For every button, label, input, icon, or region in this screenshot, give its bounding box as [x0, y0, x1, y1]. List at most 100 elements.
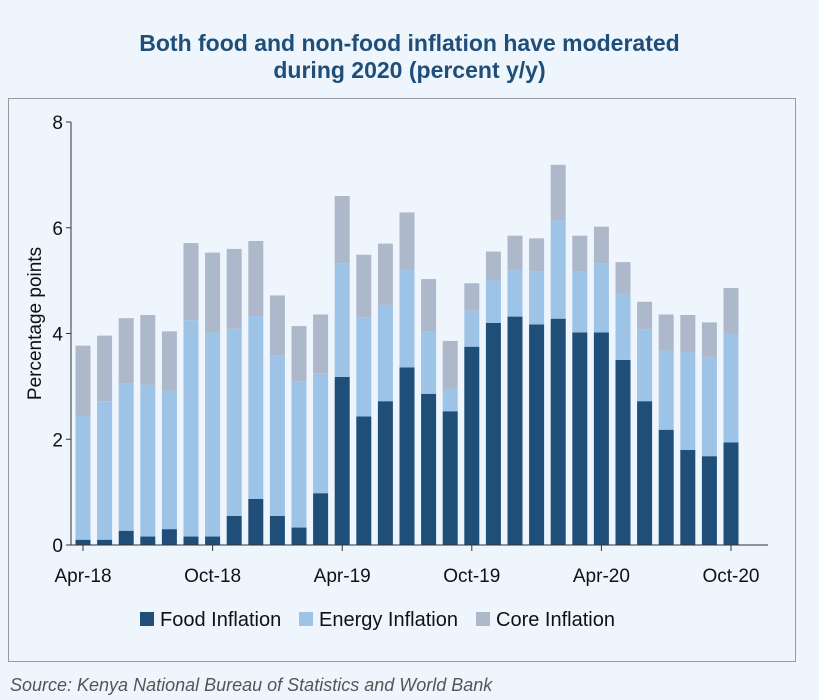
bar-energy-May-20 — [615, 293, 631, 360]
bar-energy-May-19 — [356, 317, 372, 417]
bar-energy-Aug-18 — [161, 390, 177, 530]
bar-core-Aug-20 — [680, 314, 696, 353]
bar-food-Jul-19 — [399, 367, 415, 545]
bar-food-Oct-18 — [205, 536, 221, 545]
chart-title: Both food and non-food inflation have mo… — [0, 30, 819, 84]
bar-food-Mar-19 — [313, 493, 329, 545]
y-tick-label: 0 — [52, 536, 63, 557]
bar-energy-Apr-20 — [593, 263, 609, 333]
bar-food-May-18 — [97, 539, 113, 545]
bar-core-Dec-18 — [248, 240, 264, 317]
bar-food-Oct-19 — [464, 346, 480, 545]
bar-food-Jul-20 — [658, 429, 674, 545]
bar-energy-Jun-19 — [377, 304, 393, 402]
legend-swatch-core — [476, 612, 490, 626]
bar-energy-Sep-18 — [183, 320, 199, 537]
bar-food-Aug-18 — [161, 529, 177, 545]
bar-core-May-20 — [615, 262, 631, 294]
bar-food-May-20 — [615, 359, 631, 545]
bar-food-Apr-20 — [593, 332, 609, 545]
bar-food-Jul-18 — [140, 536, 156, 545]
bar-energy-Mar-20 — [572, 271, 588, 333]
bar-food-Aug-19 — [421, 393, 437, 545]
bar-energy-Nov-18 — [226, 328, 242, 516]
bar-energy-Sep-20 — [701, 356, 717, 457]
bar-energy-Dec-18 — [248, 316, 264, 499]
y-tick-label: 6 — [52, 219, 63, 240]
bar-core-Mar-19 — [313, 314, 329, 374]
bar-core-Jan-20 — [529, 238, 545, 272]
legend-swatch-food — [140, 612, 154, 626]
bar-energy-Jul-18 — [140, 384, 156, 537]
bar-food-Apr-19 — [334, 376, 350, 545]
x-tick-label: Oct-18 — [184, 566, 241, 587]
bar-core-Dec-19 — [507, 235, 523, 271]
bar-food-Dec-19 — [507, 316, 523, 545]
bar-core-Mar-20 — [572, 235, 588, 272]
bar-energy-Jul-19 — [399, 269, 415, 368]
bar-energy-Jun-20 — [637, 329, 653, 402]
bar-energy-Jan-19 — [269, 355, 285, 516]
bar-food-Dec-18 — [248, 498, 264, 545]
legend-label-core: Core Inflation — [496, 609, 615, 631]
bar-core-Jun-18 — [118, 318, 134, 384]
bar-food-Feb-19 — [291, 527, 307, 545]
bar-food-Aug-20 — [680, 449, 696, 545]
bar-core-Feb-19 — [291, 326, 307, 382]
bar-food-Feb-20 — [550, 318, 566, 545]
bar-core-Aug-19 — [421, 279, 437, 332]
bar-core-Sep-20 — [701, 322, 717, 357]
bar-food-May-19 — [356, 416, 372, 545]
bar-food-Jun-19 — [377, 401, 393, 545]
bar-energy-May-18 — [97, 401, 113, 540]
bar-core-Oct-20 — [723, 288, 739, 334]
bar-energy-Aug-20 — [680, 352, 696, 450]
bar-food-Sep-20 — [701, 456, 717, 545]
bar-core-Nov-19 — [485, 251, 501, 281]
bar-food-Sep-18 — [183, 536, 199, 545]
bar-core-Oct-18 — [205, 252, 221, 333]
bar-food-Jan-19 — [269, 515, 285, 545]
bar-core-May-19 — [356, 254, 372, 318]
bar-energy-Oct-19 — [464, 310, 480, 347]
bar-energy-Feb-20 — [550, 220, 566, 319]
bar-core-Sep-18 — [183, 243, 199, 321]
bar-energy-Apr-18 — [75, 415, 91, 540]
bar-core-Oct-19 — [464, 283, 480, 311]
bar-food-Jan-20 — [529, 324, 545, 545]
bar-energy-Oct-18 — [205, 332, 221, 537]
bar-core-Nov-18 — [226, 248, 242, 329]
x-tick-label: Oct-20 — [702, 566, 759, 587]
bar-food-Oct-20 — [723, 442, 739, 545]
legend-label-food: Food Inflation — [160, 609, 281, 631]
bar-core-Apr-20 — [593, 226, 609, 264]
x-tick-label: Oct-19 — [443, 566, 500, 587]
bar-core-Jul-19 — [399, 212, 415, 270]
bar-food-Apr-18 — [75, 539, 91, 545]
bar-energy-Sep-19 — [442, 388, 458, 412]
bar-core-Jun-19 — [377, 243, 393, 305]
y-tick-label: 4 — [52, 325, 63, 346]
x-tick-label: Apr-19 — [314, 566, 371, 587]
bar-core-Jul-18 — [140, 314, 156, 385]
bar-core-May-18 — [97, 335, 113, 402]
bar-energy-Apr-19 — [334, 263, 350, 377]
legend-swatch-energy — [299, 612, 313, 626]
legend-label-energy: Energy Inflation — [319, 609, 458, 631]
chart-frame — [8, 98, 796, 662]
bar-core-Aug-18 — [161, 331, 177, 391]
bar-energy-Jun-18 — [118, 383, 134, 531]
bar-core-Apr-19 — [334, 196, 350, 264]
bar-food-Jun-20 — [637, 401, 653, 545]
x-tick-label: Apr-18 — [54, 566, 111, 587]
bar-food-Nov-19 — [485, 322, 501, 545]
source-note: Source: Kenya National Bureau of Statist… — [10, 675, 493, 695]
bar-core-Jan-19 — [269, 295, 285, 356]
bar-food-Jun-18 — [118, 530, 134, 545]
bar-energy-Jan-20 — [529, 271, 545, 325]
bar-energy-Aug-19 — [421, 331, 437, 394]
chart-title-line-2: during 2020 (percent y/y) — [273, 57, 546, 83]
bar-food-Sep-19 — [442, 411, 458, 545]
bar-energy-Nov-19 — [485, 280, 501, 323]
